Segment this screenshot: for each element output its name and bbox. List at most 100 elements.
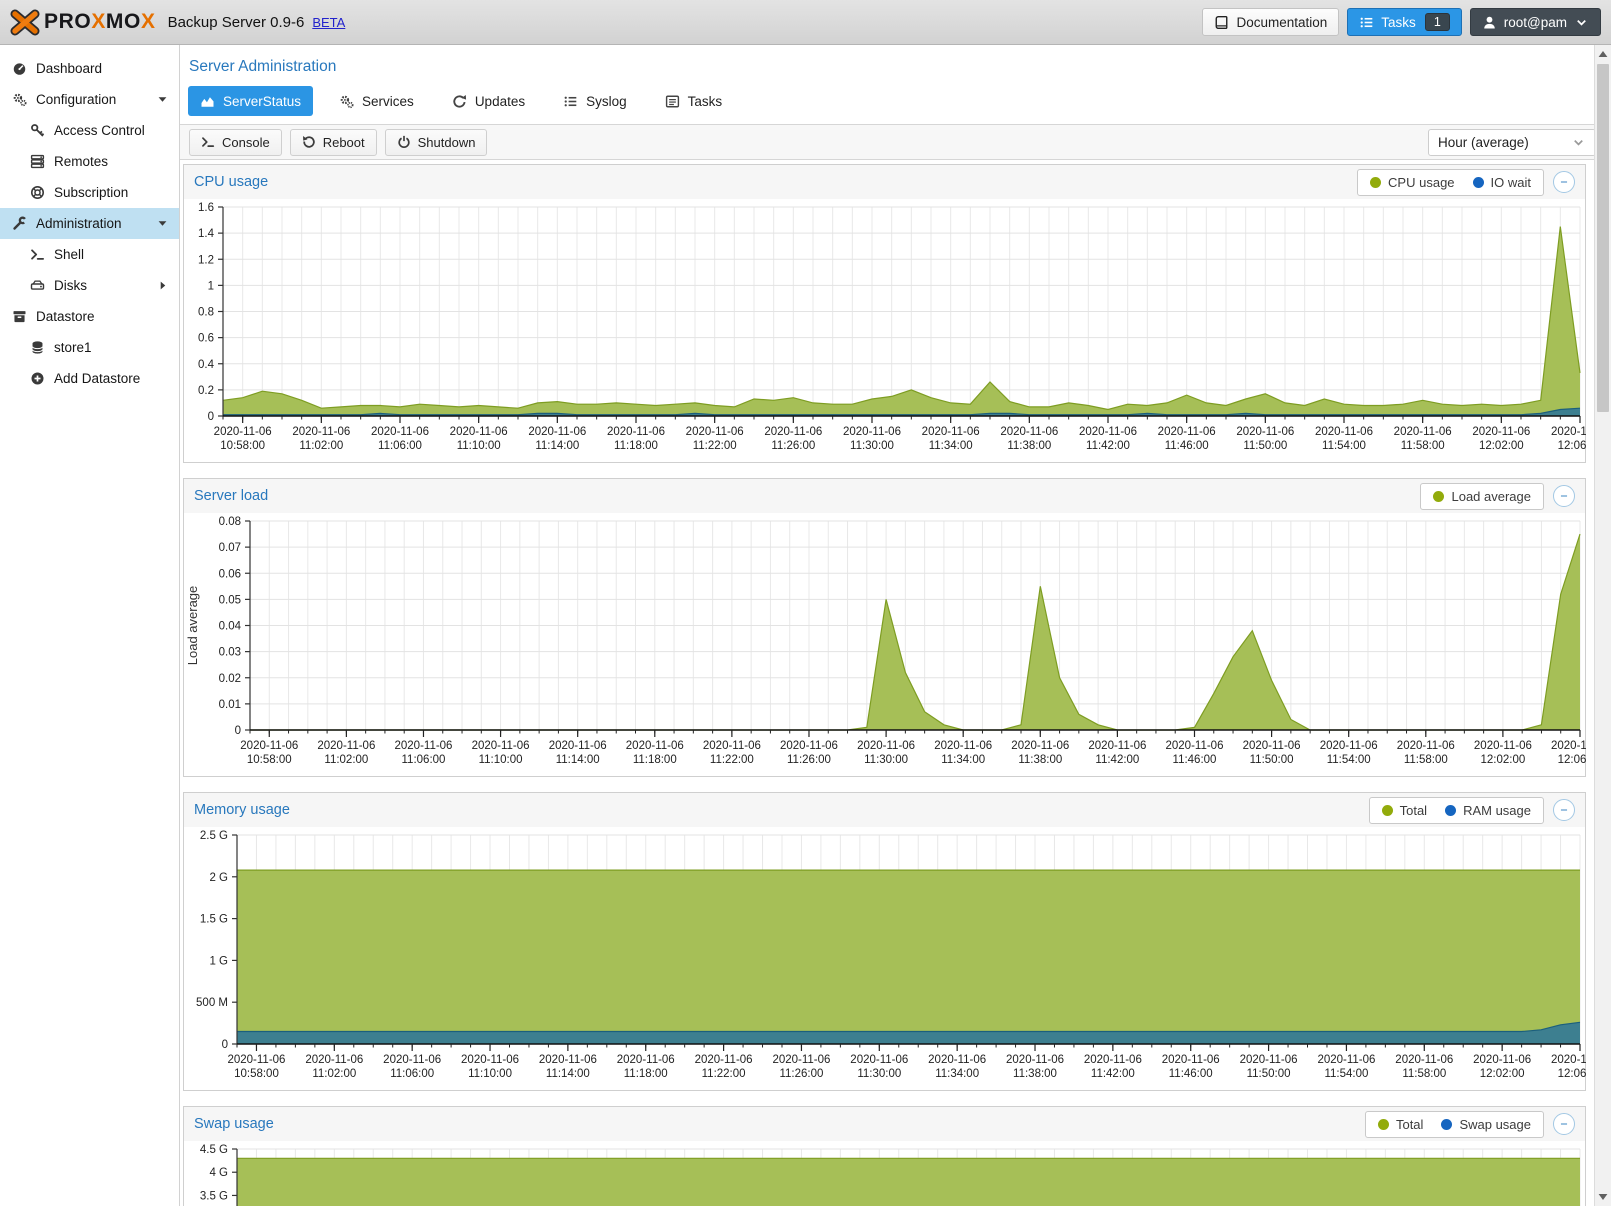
sidebar: DashboardConfigurationAccess Control Remo… <box>0 45 180 1206</box>
legend-dot <box>1370 177 1381 188</box>
legend-item-io-wait[interactable]: IO wait <box>1473 175 1531 190</box>
svg-text:11:26:00: 11:26:00 <box>787 754 831 766</box>
documentation-button[interactable]: Documentation <box>1202 8 1339 36</box>
svg-text:11:38:00: 11:38:00 <box>1013 1068 1057 1080</box>
svg-text:0.07: 0.07 <box>219 542 241 554</box>
svg-text:11:58:00: 11:58:00 <box>1402 1068 1446 1080</box>
svg-text:11:26:00: 11:26:00 <box>771 440 815 452</box>
tab-updates[interactable]: Updates <box>440 86 537 116</box>
svg-text:2020-11-06: 2020-11-06 <box>461 1054 519 1066</box>
legend-dot <box>1441 1119 1452 1130</box>
area-chart-icon <box>200 94 215 109</box>
svg-text:2020-11-06: 2020-11-06 <box>1088 740 1146 752</box>
sidebar-item-store1[interactable]: store1 <box>0 332 179 363</box>
memory-usage-chart: 0500 M1 G1.5 G2 G2.5 G2020-11-0610:58:00… <box>184 827 1586 1090</box>
svg-text:0: 0 <box>222 1039 228 1051</box>
toolbar-button-label: Reboot <box>323 135 365 150</box>
legend-label: Total <box>1396 1117 1423 1132</box>
sidebar-item-remotes[interactable]: Remotes <box>0 146 179 177</box>
tab-services[interactable]: Services <box>327 86 426 116</box>
reboot-button[interactable]: Reboot <box>290 129 377 156</box>
sidebar-item-disks[interactable]: Disks <box>0 270 179 301</box>
scroll-up-arrow[interactable] <box>1595 46 1611 62</box>
server-load-chart: 00.010.020.030.040.050.060.070.082020-11… <box>184 513 1586 776</box>
server-icon <box>30 154 45 169</box>
svg-text:0.04: 0.04 <box>219 621 242 633</box>
svg-text:12:02:00: 12:02:00 <box>1479 440 1524 452</box>
svg-text:11:02:00: 11:02:00 <box>299 440 343 452</box>
sidebar-item-subscription[interactable]: Subscription <box>0 177 179 208</box>
legend-item-swap-usage[interactable]: Swap usage <box>1441 1117 1531 1132</box>
svg-text:11:22:00: 11:22:00 <box>702 1068 746 1080</box>
legend-item-load-average[interactable]: Load average <box>1433 489 1531 504</box>
svg-text:11:50:00: 11:50:00 <box>1250 754 1294 766</box>
tasks-label: Tasks <box>1381 15 1416 30</box>
svg-text:2020-11-06: 2020-11-06 <box>1240 1054 1298 1066</box>
svg-text:0.2: 0.2 <box>198 385 214 397</box>
sidebar-item-configuration[interactable]: Configuration <box>0 84 179 115</box>
svg-text:2020-11-06: 2020-11-06 <box>1000 426 1058 438</box>
panel-memory-usage: Memory usageTotalRAM usage0500 M1 G1.5 G… <box>183 792 1586 1091</box>
svg-text:1.6: 1.6 <box>198 202 214 214</box>
user-icon <box>1482 15 1497 30</box>
svg-text:10:58:00: 10:58:00 <box>234 1068 279 1080</box>
sidebar-item-datastore[interactable]: Datastore <box>0 301 179 332</box>
svg-text:2020-11-06: 2020-11-06 <box>780 740 838 752</box>
svg-text:2020-11-06: 2020-11-06 <box>317 740 375 752</box>
legend-item-total[interactable]: Total <box>1382 803 1427 818</box>
svg-text:2020-11-06: 2020-11-06 <box>686 426 744 438</box>
time-range-select[interactable]: Hour (average) <box>1428 129 1596 156</box>
user-menu-button[interactable]: root@pam <box>1470 8 1601 36</box>
scroll-down-arrow[interactable] <box>1595 1189 1611 1205</box>
sidebar-item-label: Remotes <box>54 154 108 169</box>
svg-text:4 G: 4 G <box>209 1167 228 1179</box>
console-button[interactable]: Console <box>189 129 282 156</box>
svg-text:0.08: 0.08 <box>219 516 241 528</box>
svg-text:11:50:00: 11:50:00 <box>1243 440 1287 452</box>
svg-text:12:06:00: 12:06:00 <box>1558 754 1586 766</box>
brand-text: PROXMOX <box>44 10 156 34</box>
shutdown-button[interactable]: Shutdown <box>385 129 488 156</box>
svg-text:2020-11-06: 2020-11-06 <box>850 1054 908 1066</box>
tab-serverstatus[interactable]: ServerStatus <box>188 86 313 116</box>
legend-item-ram-usage[interactable]: RAM usage <box>1445 803 1531 818</box>
legend-item-total[interactable]: Total <box>1378 1117 1423 1132</box>
collapse-panel-button[interactable] <box>1553 485 1575 507</box>
svg-text:11:30:00: 11:30:00 <box>850 440 894 452</box>
beta-link[interactable]: BETA <box>312 15 345 30</box>
charts-container: CPU usageCPU usageIO wait00.20.40.60.811… <box>180 160 1611 1206</box>
sidebar-item-access-control[interactable]: Access Control <box>0 115 179 146</box>
svg-text:2020-11-06: 2020-11-06 <box>617 1054 675 1066</box>
tab-syslog[interactable]: Syslog <box>551 86 639 116</box>
collapse-panel-button[interactable] <box>1553 171 1575 193</box>
collapse-panel-button[interactable] <box>1553 799 1575 821</box>
legend-label: Load average <box>1451 489 1531 504</box>
collapse-panel-button[interactable] <box>1553 1113 1575 1135</box>
legend-item-cpu-usage[interactable]: CPU usage <box>1370 175 1454 190</box>
svg-text:11:58:00: 11:58:00 <box>1404 754 1448 766</box>
panel-cpu-usage: CPU usageCPU usageIO wait00.20.40.60.811… <box>183 164 1586 463</box>
vertical-scrollbar[interactable] <box>1594 45 1611 1206</box>
caret-down-icon <box>156 93 169 106</box>
chevron-down-icon <box>1574 15 1589 30</box>
svg-text:2020-11-06: 2020-11-06 <box>922 426 980 438</box>
proxmox-logo: PROXMOX <box>10 9 156 36</box>
svg-text:2020-11-06: 2020-11-06 <box>1315 426 1373 438</box>
header-actions: Documentation Tasks 1 root@pam <box>1202 8 1601 36</box>
sidebar-item-add-datastore[interactable]: Add Datastore <box>0 363 179 394</box>
tab-label: Syslog <box>586 94 627 109</box>
sidebar-item-administration[interactable]: Administration <box>0 208 179 239</box>
svg-text:11:46:00: 11:46:00 <box>1169 1068 1213 1080</box>
scrollbar-thumb[interactable] <box>1597 64 1609 412</box>
svg-text:2020-11-06: 2020-11-06 <box>934 740 992 752</box>
sidebar-item-shell[interactable]: Shell <box>0 239 179 270</box>
legend-label: Total <box>1400 803 1427 818</box>
svg-text:2020-11-06: 2020-11-06 <box>1474 740 1532 752</box>
svg-text:2020-11-06: 2020-11-06 <box>1395 1054 1453 1066</box>
svg-text:11:14:00: 11:14:00 <box>535 440 579 452</box>
tab-tasks[interactable]: Tasks <box>653 86 735 116</box>
sidebar-item-dashboard[interactable]: Dashboard <box>0 53 179 84</box>
tasks-button[interactable]: Tasks 1 <box>1347 8 1461 36</box>
panel-swap-usage: Swap usageTotalSwap usage0500 M1 G1.5 G2… <box>183 1106 1586 1206</box>
svg-text:2020-11-06: 2020-11-06 <box>1006 1054 1064 1066</box>
